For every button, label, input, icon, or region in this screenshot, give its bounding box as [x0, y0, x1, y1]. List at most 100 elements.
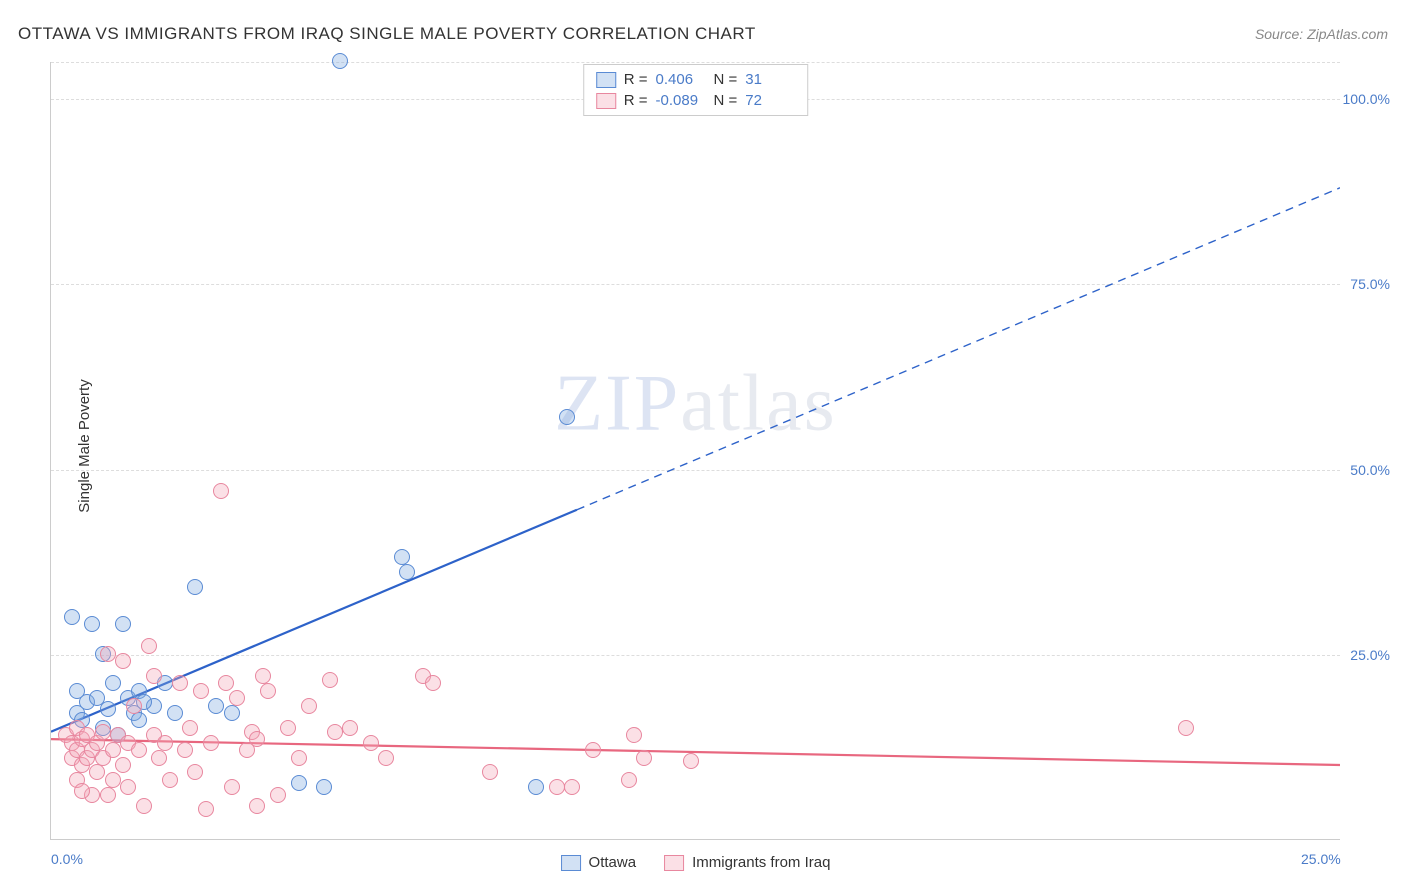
- scatter-point: [100, 701, 116, 717]
- r-value: -0.089: [656, 92, 706, 109]
- legend-series-item: Ottawa: [561, 854, 637, 871]
- header-row: OTTAWA VS IMMIGRANTS FROM IRAQ SINGLE MA…: [18, 24, 1388, 44]
- legend-swatch: [561, 855, 581, 871]
- scatter-point: [198, 801, 214, 817]
- watermark-atlas: atlas: [680, 359, 837, 447]
- legend-correlation-row: R = 0.406 N = 31: [596, 69, 796, 90]
- scatter-point: [167, 705, 183, 721]
- scatter-point: [425, 675, 441, 691]
- scatter-point: [115, 653, 131, 669]
- plot-area: ZIPatlas 25.0%50.0%75.0%100.0% R =0.406N…: [50, 62, 1340, 840]
- legend-series-label: Ottawa: [589, 854, 637, 871]
- scatter-point: [105, 675, 121, 691]
- scatter-point: [74, 783, 90, 799]
- scatter-point: [131, 742, 147, 758]
- scatter-point: [564, 779, 580, 795]
- gridline: [51, 284, 1340, 285]
- scatter-point: [342, 720, 358, 736]
- scatter-point: [280, 720, 296, 736]
- n-label: N =: [714, 92, 738, 109]
- scatter-point: [229, 690, 245, 706]
- legend-series-item: Immigrants from Iraq: [664, 854, 830, 871]
- scatter-point: [141, 638, 157, 654]
- scatter-point: [224, 705, 240, 721]
- gridline: [51, 470, 1340, 471]
- scatter-point: [255, 668, 271, 684]
- scatter-point: [213, 483, 229, 499]
- scatter-point: [115, 757, 131, 773]
- scatter-point: [316, 779, 332, 795]
- x-tick-label: 25.0%: [1301, 851, 1341, 867]
- scatter-point: [89, 764, 105, 780]
- scatter-point: [1178, 720, 1194, 736]
- scatter-point: [64, 609, 80, 625]
- scatter-point: [126, 698, 142, 714]
- r-label: R =: [624, 71, 648, 88]
- gridline: [51, 655, 1340, 656]
- scatter-point: [363, 735, 379, 751]
- legend-swatch: [664, 855, 684, 871]
- scatter-point: [270, 787, 286, 803]
- scatter-point: [172, 675, 188, 691]
- correlation-legend: R = 0.406 N = 31 R = -0.089 N = 72: [583, 64, 809, 116]
- n-value: 72: [745, 92, 795, 109]
- scatter-point: [84, 616, 100, 632]
- r-value: 0.406: [656, 71, 706, 88]
- scatter-point: [120, 779, 136, 795]
- scatter-point: [585, 742, 601, 758]
- source-label: Source: ZipAtlas.com: [1255, 26, 1388, 42]
- legend-correlation-row: R = -0.089 N = 72: [596, 90, 796, 111]
- scatter-point: [260, 683, 276, 699]
- scatter-point: [399, 564, 415, 580]
- trend-lines: [51, 62, 1340, 839]
- scatter-point: [182, 720, 198, 736]
- scatter-point: [291, 750, 307, 766]
- y-tick-label: 75.0%: [1342, 276, 1390, 292]
- scatter-point: [193, 683, 209, 699]
- scatter-point: [177, 742, 193, 758]
- scatter-point: [528, 779, 544, 795]
- scatter-point: [136, 798, 152, 814]
- y-tick-label: 50.0%: [1342, 462, 1390, 478]
- scatter-point: [327, 724, 343, 740]
- scatter-point: [151, 750, 167, 766]
- y-tick-label: 100.0%: [1342, 91, 1390, 107]
- scatter-point: [203, 735, 219, 751]
- scatter-point: [105, 772, 121, 788]
- scatter-point: [218, 675, 234, 691]
- scatter-point: [249, 731, 265, 747]
- scatter-point: [322, 672, 338, 688]
- scatter-point: [162, 772, 178, 788]
- scatter-point: [157, 735, 173, 751]
- watermark: ZIPatlas: [554, 358, 837, 449]
- scatter-point: [224, 779, 240, 795]
- scatter-point: [301, 698, 317, 714]
- legend-series-label: Immigrants from Iraq: [692, 854, 830, 871]
- scatter-point: [187, 579, 203, 595]
- scatter-point: [249, 798, 265, 814]
- scatter-point: [482, 764, 498, 780]
- chart-title: OTTAWA VS IMMIGRANTS FROM IRAQ SINGLE MA…: [18, 24, 756, 44]
- scatter-point: [187, 764, 203, 780]
- scatter-point: [115, 616, 131, 632]
- scatter-point: [626, 727, 642, 743]
- scatter-point: [332, 53, 348, 69]
- n-label: N =: [714, 71, 738, 88]
- scatter-point: [131, 712, 147, 728]
- scatter-point: [683, 753, 699, 769]
- scatter-point: [95, 724, 111, 740]
- n-value: 31: [745, 71, 795, 88]
- scatter-point: [621, 772, 637, 788]
- scatter-point: [636, 750, 652, 766]
- legend-swatch: [596, 93, 616, 109]
- legend-swatch: [596, 72, 616, 88]
- scatter-point: [291, 775, 307, 791]
- scatter-point: [100, 787, 116, 803]
- scatter-point: [559, 409, 575, 425]
- scatter-point: [100, 646, 116, 662]
- scatter-point: [394, 549, 410, 565]
- y-tick-label: 25.0%: [1342, 647, 1390, 663]
- x-tick-label: 0.0%: [51, 851, 83, 867]
- scatter-point: [146, 668, 162, 684]
- r-label: R =: [624, 92, 648, 109]
